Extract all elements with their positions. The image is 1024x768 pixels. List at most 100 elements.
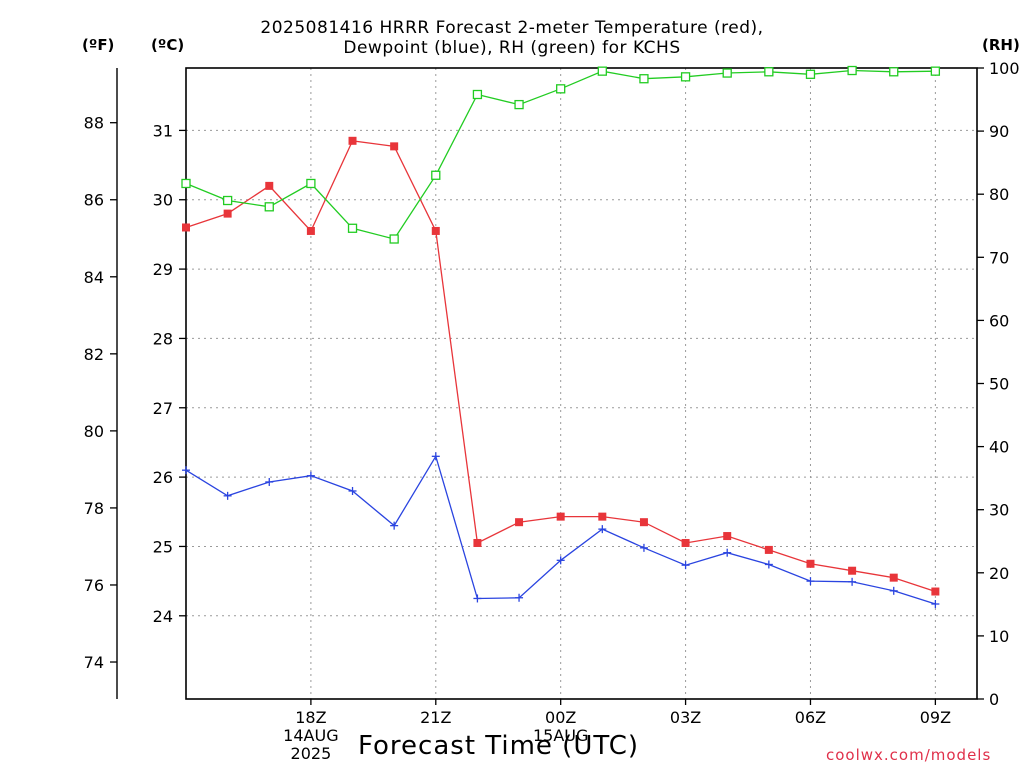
rh-tick-label: 80: [989, 185, 1009, 204]
data-point: [597, 66, 607, 76]
data-point: [306, 178, 316, 189]
data-point: [764, 560, 773, 569]
data-point: [348, 136, 357, 145]
data-point: [889, 586, 898, 595]
x-tick-label: 03Z: [670, 708, 701, 727]
chart-title-line2: Dewpoint (blue), RH (green) for KCHS: [343, 38, 681, 58]
grid-lines: [186, 68, 977, 699]
data-point: [847, 65, 857, 76]
x-tick-label: 2025: [291, 744, 332, 763]
data-point: [639, 74, 649, 84]
series-temperature: [182, 136, 940, 596]
data-point: [182, 223, 190, 232]
data-point: [515, 518, 524, 527]
x-tick-label: 21Z: [420, 708, 451, 727]
data-point: [306, 471, 315, 480]
fahrenheit-tick-label: 76: [84, 576, 104, 595]
rh-tick-label: 0: [989, 690, 999, 709]
celsius-tick-label: 28: [153, 329, 173, 348]
data-point: [265, 477, 274, 486]
data-point: [930, 66, 941, 76]
x-tick-label: 06Z: [795, 708, 826, 727]
data-point: [431, 226, 440, 235]
data-point: [723, 548, 732, 557]
fahrenheit-tick-label: 74: [84, 653, 104, 672]
data-point: [223, 209, 232, 218]
data-point: [889, 67, 899, 77]
data-point: [931, 600, 940, 609]
fahrenheit-tick-label: 80: [84, 422, 104, 441]
data-point: [181, 178, 191, 189]
rh-tick-label: 90: [989, 122, 1009, 141]
data-point: [848, 577, 857, 586]
data-point: [722, 68, 732, 78]
data-point: [806, 577, 815, 586]
rh-tick-label: 60: [989, 311, 1009, 330]
data-point: [848, 566, 857, 575]
celsius-tick-label: 30: [153, 191, 173, 210]
data-point: [431, 452, 440, 461]
rh-tick-label: 50: [989, 375, 1009, 394]
data-point: [639, 518, 648, 527]
plot-area: [186, 68, 977, 699]
data-point: [264, 202, 274, 212]
data-point: [223, 491, 232, 500]
x-tick-label: 00Z: [545, 708, 576, 727]
rh-tick-label: 10: [989, 627, 1009, 646]
rh-tick-label: 20: [989, 564, 1009, 583]
celsius-tick-label: 31: [153, 121, 173, 140]
fahrenheit-tick-label: 86: [84, 191, 104, 210]
data-point: [348, 486, 357, 495]
data-point: [556, 556, 565, 565]
fahrenheit-tick-label: 84: [84, 268, 104, 287]
x-tick-label: 09Z: [920, 708, 951, 727]
x-tick-label: 18Z: [295, 708, 326, 727]
unit-label-fahrenheit: (ºF): [82, 36, 115, 54]
data-point: [764, 67, 774, 77]
x-tick-label: 15AUG: [533, 726, 588, 745]
x-axis-title: Forecast Time (UTC): [358, 731, 640, 761]
series-dewpoint: [182, 452, 940, 609]
data-point: [390, 521, 399, 530]
data-point: [515, 593, 524, 602]
data-point: [389, 234, 399, 244]
data-point: [680, 72, 691, 82]
data-point: [889, 573, 898, 582]
celsius-tick-label: 25: [153, 537, 173, 556]
data-point: [681, 538, 690, 547]
data-point: [265, 181, 274, 190]
rh-tick-label: 100: [989, 59, 1020, 78]
fahrenheit-tick-label: 88: [84, 114, 104, 133]
data-point: [639, 543, 648, 552]
data-point: [390, 142, 399, 151]
data-point: [681, 561, 690, 570]
fahrenheit-tick-label: 82: [84, 345, 104, 364]
axes: 24 25 26 27 28 29 30 31 74 76 78 80 82 84 86 88 0 10 20 30 4…: [84, 59, 1020, 763]
data-point: [347, 223, 358, 233]
data-point: [598, 525, 607, 534]
data-point: [931, 587, 940, 596]
data-point: [764, 545, 773, 554]
celsius-tick-label: 24: [153, 607, 173, 626]
data-point: [723, 532, 732, 541]
rh-tick-label: 70: [989, 248, 1009, 267]
data-point: [306, 226, 315, 235]
data-point: [222, 195, 233, 206]
data-point: [473, 538, 482, 547]
unit-label-rh: (RH): [982, 36, 1020, 54]
data-point: [182, 466, 190, 475]
celsius-tick-label: 26: [153, 468, 173, 487]
data-point: [556, 512, 565, 521]
celsius-tick-label: 29: [153, 260, 173, 279]
rh-tick-label: 30: [989, 501, 1009, 520]
chart-title-line1: 2025081416 HRRR Forecast 2-meter Tempera…: [260, 18, 764, 38]
series: [181, 65, 941, 609]
credit-text: coolwx.com/models: [826, 746, 992, 764]
data-point: [556, 84, 566, 94]
data-point: [805, 69, 816, 79]
data-point: [431, 170, 441, 180]
series-rh: [181, 65, 941, 244]
data-point: [472, 89, 483, 100]
fahrenheit-tick-label: 78: [84, 499, 104, 518]
